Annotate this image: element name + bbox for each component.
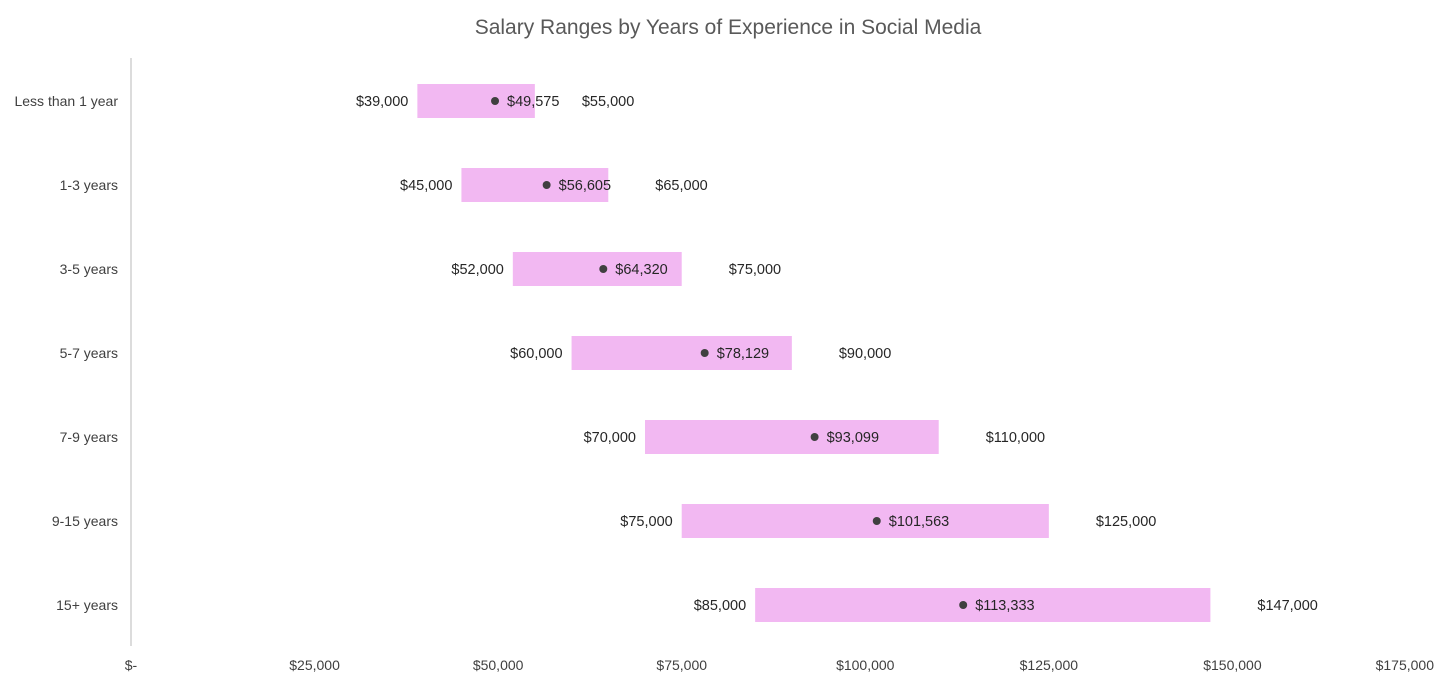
range-bar <box>461 168 609 202</box>
x-tick-label: $150,000 <box>1203 657 1262 673</box>
average-marker <box>700 349 709 357</box>
max-label: $147,000 <box>1257 598 1317 614</box>
chart-title: Salary Ranges by Years of Experience in … <box>475 16 982 39</box>
category-label: 1-3 years <box>60 177 118 193</box>
average-label: $93,099 <box>827 430 879 446</box>
average-label: $56,605 <box>559 178 611 194</box>
range-bars <box>417 84 1211 622</box>
max-label: $125,000 <box>1096 514 1156 530</box>
category-label: Less than 1 year <box>14 93 118 109</box>
range-bar <box>681 504 1049 538</box>
min-label: $39,000 <box>356 94 408 110</box>
data-labels: $39,000 $49,575 $55,000 $45,000 $56,605 $65,0… <box>356 94 1318 614</box>
category-labels: Less than 1 year 1-3 years 3-5 years 5-7 ye… <box>14 93 118 613</box>
average-marker <box>542 181 551 189</box>
category-label: 5-7 years <box>60 345 118 361</box>
range-bar <box>571 336 792 370</box>
average-marker <box>599 265 608 273</box>
max-label: $110,000 <box>986 430 1045 446</box>
range-bar <box>645 420 939 454</box>
category-label: 15+ years <box>56 597 118 613</box>
average-marker <box>959 601 968 609</box>
average-marker <box>810 433 819 441</box>
max-label: $75,000 <box>729 262 781 278</box>
min-label: $85,000 <box>694 598 746 614</box>
range-bar <box>417 84 535 118</box>
min-label: $70,000 <box>584 430 636 446</box>
average-markers <box>491 97 968 609</box>
min-label: $60,000 <box>510 346 562 362</box>
x-tick-label: $50,000 <box>473 657 524 673</box>
max-label: $90,000 <box>839 346 891 362</box>
average-label: $113,333 <box>975 598 1034 614</box>
average-marker <box>872 517 881 525</box>
x-tick-label: $25,000 <box>289 657 340 673</box>
x-axis-tick-labels: $- $25,000 $50,000 $75,000 $100,000 $125,000 $… <box>125 657 1434 673</box>
max-label: $55,000 <box>582 94 634 110</box>
x-tick-label: $75,000 <box>656 657 707 673</box>
max-label: $65,000 <box>655 178 707 194</box>
category-label: 3-5 years <box>60 261 118 277</box>
x-tick-label: $100,000 <box>836 657 895 673</box>
average-label: $49,575 <box>507 94 559 110</box>
average-label: $78,129 <box>717 346 769 362</box>
min-label: $52,000 <box>451 262 503 278</box>
min-label: $45,000 <box>400 178 452 194</box>
average-label: $64,320 <box>615 262 667 278</box>
min-label: $75,000 <box>620 514 672 530</box>
x-tick-label: $175,000 <box>1376 657 1435 673</box>
average-label: $101,563 <box>889 514 949 530</box>
x-tick-label: $125,000 <box>1020 657 1079 673</box>
category-label: 7-9 years <box>60 429 118 445</box>
category-label: 9-15 years <box>52 513 118 529</box>
average-marker <box>491 97 500 105</box>
range-bar <box>755 588 1211 622</box>
x-tick-label: $- <box>125 657 138 673</box>
range-bar <box>512 252 682 286</box>
